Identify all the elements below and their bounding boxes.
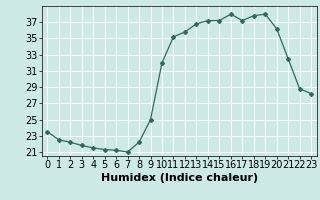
X-axis label: Humidex (Indice chaleur): Humidex (Indice chaleur) — [100, 173, 258, 183]
